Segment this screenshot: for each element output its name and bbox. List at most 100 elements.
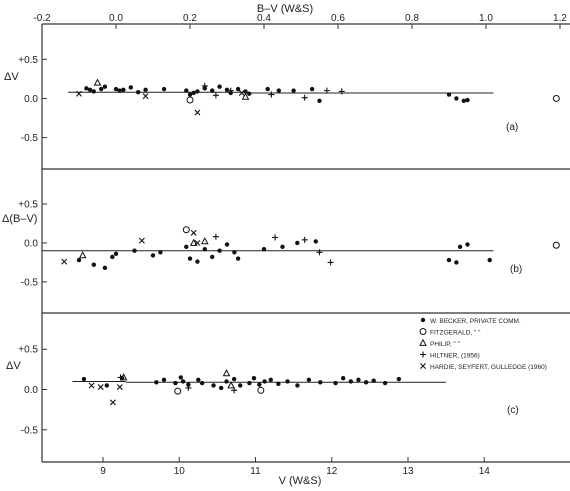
data-point-dot bbox=[356, 377, 361, 383]
data-point-plus bbox=[327, 259, 334, 266]
data-point-dot bbox=[280, 244, 285, 250]
data-point-dot bbox=[195, 259, 200, 264]
data-point-dot bbox=[457, 244, 463, 250]
data-point-dot bbox=[247, 91, 252, 96]
data-point-plus bbox=[231, 387, 238, 394]
data-point-circle bbox=[182, 226, 190, 234]
top-tick-label: 0.6 bbox=[331, 13, 345, 24]
data-point-cross bbox=[420, 363, 426, 369]
data-point-dot bbox=[251, 376, 257, 381]
data-point-dot bbox=[81, 376, 87, 382]
top-tick-label: 0.4 bbox=[257, 13, 271, 24]
data-point-dot bbox=[121, 87, 126, 93]
data-point-dot bbox=[117, 88, 122, 93]
panel-a-ylabel: ΔV bbox=[4, 71, 19, 83]
data-point-dot bbox=[217, 84, 222, 89]
data-point-circle bbox=[186, 96, 194, 104]
panel-a: ΔV (a) +0.5 0.0 -0.5 bbox=[4, 55, 560, 144]
legend-label: HILTNER, (1956) bbox=[430, 353, 480, 360]
data-point-cross bbox=[116, 384, 123, 391]
data-point-dot bbox=[446, 92, 452, 97]
data-point-dot bbox=[187, 256, 193, 261]
data-point-dot bbox=[113, 251, 119, 257]
data-point-dot bbox=[91, 89, 97, 94]
bottom-tick-label: 10 bbox=[174, 466, 186, 477]
data-point-cross bbox=[88, 382, 95, 389]
data-point-dot bbox=[243, 89, 248, 94]
y-tick-label: +0.5 bbox=[18, 55, 38, 66]
data-point-dot bbox=[235, 256, 241, 261]
data-point-dot bbox=[136, 89, 141, 95]
data-point-dot bbox=[210, 88, 215, 93]
data-point-cross bbox=[76, 90, 82, 97]
top-tick-label: 0.0 bbox=[109, 13, 123, 24]
data-point-dot bbox=[318, 380, 323, 385]
data-point-plus bbox=[201, 82, 208, 89]
data-point-dot bbox=[184, 244, 189, 250]
panel-b-ylabel: Δ(B–V) bbox=[2, 213, 37, 225]
data-point-cross bbox=[142, 93, 149, 100]
bottom-tick-label: 11 bbox=[250, 466, 261, 477]
data-point-dot bbox=[102, 265, 108, 271]
data-point-plus bbox=[420, 351, 426, 358]
y-tick-label: 0.0 bbox=[24, 238, 38, 249]
data-point-cross bbox=[138, 237, 145, 244]
data-point-dot bbox=[161, 377, 167, 383]
y-tick-label: -0.5 bbox=[21, 425, 39, 436]
data-point-triangle bbox=[227, 381, 235, 389]
data-point-plus bbox=[272, 234, 279, 241]
top-tick-label: 0.2 bbox=[183, 13, 197, 24]
data-point-cross bbox=[109, 399, 116, 406]
data-point-dot bbox=[309, 86, 315, 92]
data-point-dot bbox=[268, 377, 273, 383]
data-point-dot bbox=[224, 242, 230, 247]
data-point-dot bbox=[257, 382, 262, 387]
bottom-tick-label: 9 bbox=[100, 466, 106, 477]
data-point-dot bbox=[454, 96, 459, 101]
data-point-dot bbox=[158, 250, 163, 255]
data-point-dot bbox=[211, 383, 216, 388]
panel-c-annotation: (c) bbox=[507, 405, 519, 416]
data-point-dot bbox=[195, 89, 200, 94]
data-point-dot bbox=[132, 248, 137, 253]
data-point-dot bbox=[87, 87, 93, 93]
panel-b-annotation: (b) bbox=[510, 264, 522, 275]
top-tick-label: 1.2 bbox=[553, 13, 567, 24]
bottom-tick-label: 14 bbox=[479, 466, 491, 477]
data-point-plus bbox=[268, 91, 275, 98]
data-point-dot bbox=[217, 248, 222, 253]
data-point-dot bbox=[262, 379, 267, 384]
data-point-dot bbox=[454, 260, 459, 265]
data-point-cross bbox=[61, 258, 68, 265]
data-point-dot bbox=[178, 375, 183, 380]
data-point-dot bbox=[91, 262, 97, 267]
data-point-dot bbox=[104, 383, 110, 388]
data-point-plus bbox=[316, 249, 323, 256]
data-point-cross bbox=[194, 239, 201, 246]
top-tick-label: 0.8 bbox=[405, 13, 419, 24]
data-point-cross bbox=[238, 89, 245, 96]
top-tick-label: -0.2 bbox=[33, 13, 51, 24]
data-point-dot bbox=[191, 90, 196, 96]
data-point-dot bbox=[333, 380, 338, 386]
data-point-plus bbox=[117, 374, 124, 381]
bottom-tick-label: 13 bbox=[402, 466, 414, 477]
panel-b: Δ(B–V) (b) +0.5 0.0 -0.5 bbox=[2, 200, 560, 288]
data-point-dot bbox=[76, 257, 82, 263]
panel-a-annotation: (a) bbox=[506, 122, 518, 133]
data-point-dot bbox=[317, 98, 322, 104]
bottom-axis-label: V (W&S) bbox=[279, 475, 322, 487]
data-point-dot bbox=[180, 379, 186, 384]
data-point-dot bbox=[313, 239, 318, 244]
data-point-cross bbox=[190, 229, 197, 236]
data-point-circle bbox=[257, 386, 265, 394]
data-point-dot bbox=[295, 383, 300, 388]
data-point-dot bbox=[110, 254, 115, 260]
data-point-dot bbox=[224, 379, 229, 384]
data-point-dot bbox=[84, 86, 89, 91]
top-axis: B–V (W&S) -0.2 0.0 0.2 0.4 0.6 0.8 1.0 1.2 bbox=[33, 3, 567, 29]
top-tick-label: 1.0 bbox=[479, 13, 493, 24]
legend: W. BECKER, PRIVATE COMM. FITZGERALD, " " P… bbox=[419, 317, 547, 371]
top-axis-label: B–V (W&S) bbox=[257, 3, 313, 15]
